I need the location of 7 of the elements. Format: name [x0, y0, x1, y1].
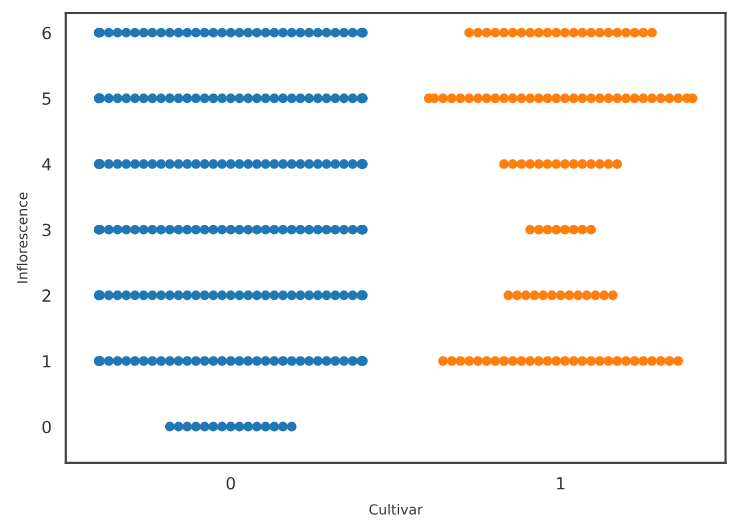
- y-tick-label: 6: [42, 26, 51, 40]
- y-tick-label: 4: [42, 158, 51, 171]
- y-tick-label: 5: [42, 92, 51, 105]
- y-tick-label: 3: [42, 223, 51, 237]
- y-tick-label: 2: [42, 289, 51, 302]
- y-tick-label: 0: [42, 420, 51, 434]
- y-tick-label: 1: [43, 355, 51, 368]
